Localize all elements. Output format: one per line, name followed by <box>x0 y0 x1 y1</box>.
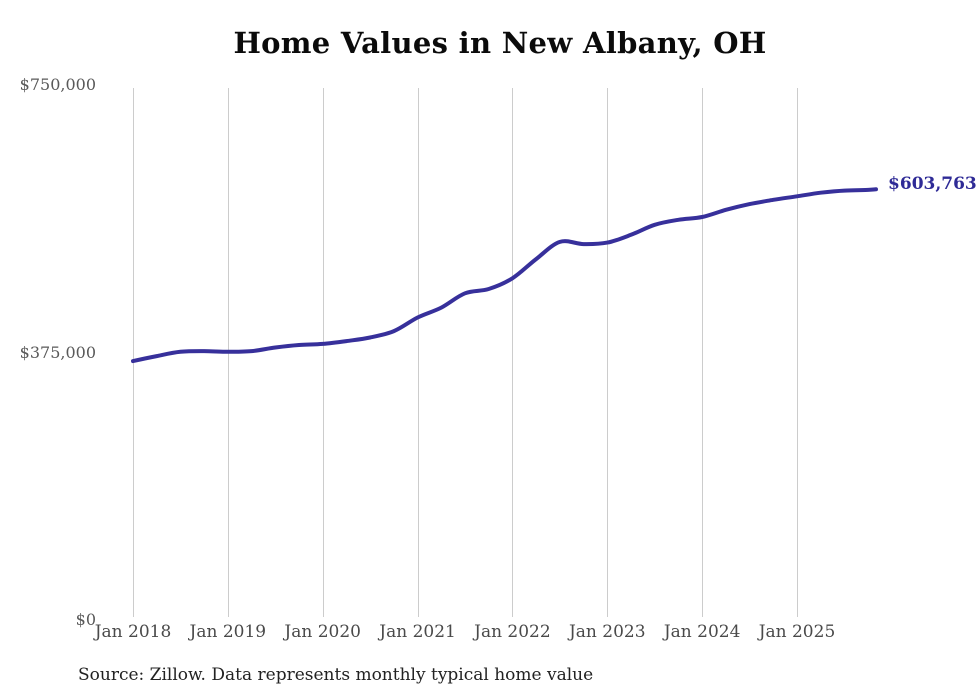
current-value-label: $603,763 <box>888 174 977 195</box>
x-axis-tick-label: Jan 2019 <box>189 622 267 642</box>
y-axis-tick-label: $0 <box>75 610 96 629</box>
source-note: Source: Zillow. Data represents monthly … <box>78 665 594 685</box>
x-axis-tick-label: Jan 2024 <box>663 622 741 642</box>
x-axis-tick-label: Jan 2021 <box>379 622 456 642</box>
home-value-line <box>131 187 878 364</box>
y-axis-tick-label: $750,000 <box>19 75 96 94</box>
x-axis-tick-label: Jan 2022 <box>474 622 551 642</box>
x-axis-tick-label: Jan 2023 <box>568 622 646 642</box>
y-axis-tick-label: $375,000 <box>19 342 96 362</box>
x-axis-tick-label: Jan 2018 <box>94 622 172 642</box>
x-axis-tick-label: Jan 2020 <box>284 622 361 642</box>
chart-title: Home Values in New Albany, OH <box>233 26 767 60</box>
x-axis-tick-label: Jan 2025 <box>758 622 836 642</box>
